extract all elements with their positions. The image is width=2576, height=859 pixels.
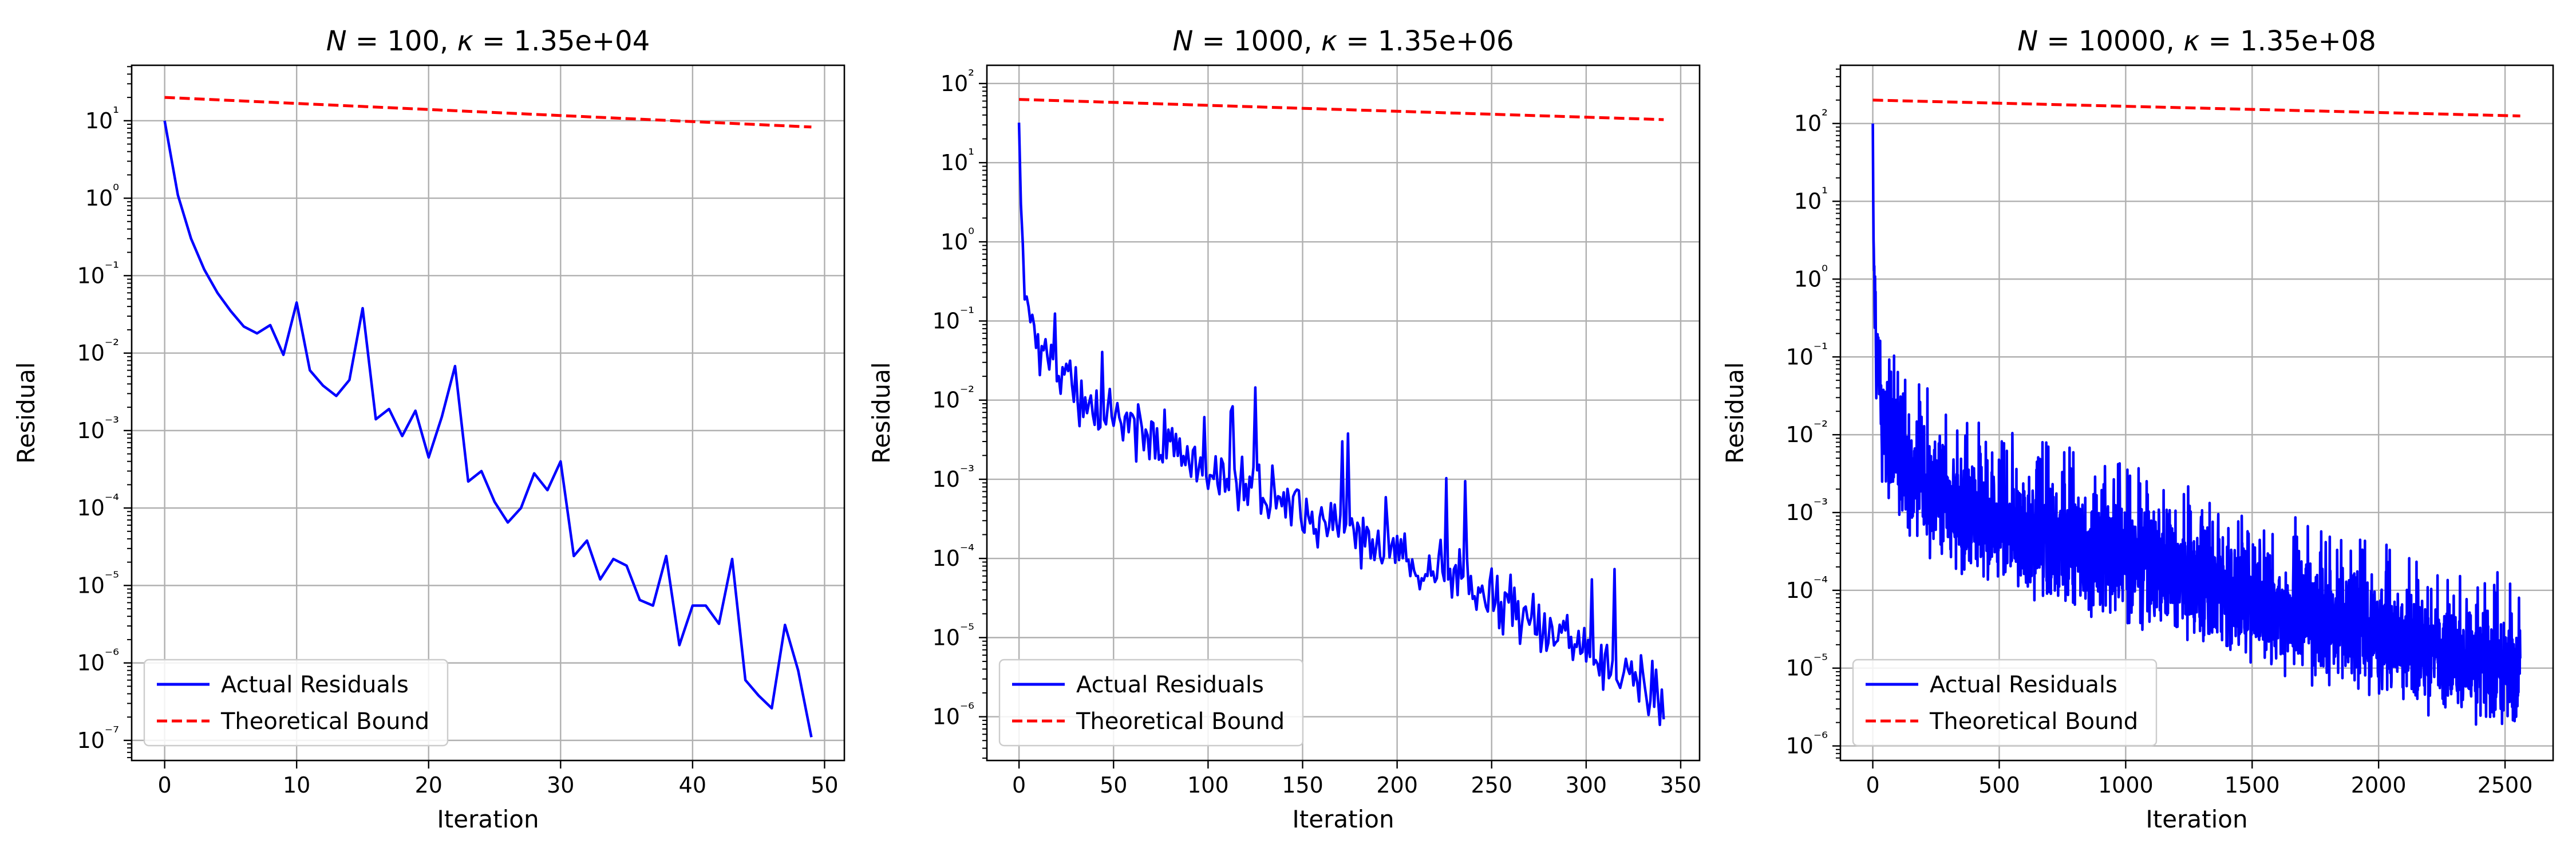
x-tick-label: 2000	[2351, 773, 2407, 798]
legend-frame	[143, 659, 449, 747]
y-tick-label: 10¹	[941, 146, 974, 175]
y-tick-label: 10²	[1794, 107, 1828, 136]
x-tick-label: 40	[679, 773, 706, 798]
plot-area	[1017, 98, 1665, 727]
series-theoretical-bound	[1872, 98, 2520, 117]
x-tick-label: 0	[158, 773, 172, 798]
x-axis-label: Iteration	[1292, 805, 1394, 833]
y-tick-label: 10⁻²	[933, 384, 974, 413]
y-tick-label: 10⁻⁴	[1786, 574, 1828, 603]
y-tick-label: 10⁻⁵	[1786, 652, 1828, 681]
legend-label: Theoretical Bound	[1076, 708, 1285, 735]
y-tick-label: 10⁻¹	[933, 305, 974, 334]
chart-panel-1: 0 10 20 30 40 50 10⁻⁷ 10⁻⁶ 10⁻⁵ 10⁻⁴ 10⁻³ 10⁻² 10⁻¹ 1…	[12, 25, 846, 833]
y-tick-label: 10²	[941, 67, 974, 96]
series-theoretical-bound	[164, 96, 812, 129]
legend: Actual Residuals Theoretical Bound	[143, 659, 449, 747]
axes-frame	[1839, 64, 2554, 762]
y-axis-label: Residual	[867, 362, 895, 463]
plot-area	[163, 96, 813, 738]
y-tick-label: 10⁻⁶	[1786, 730, 1828, 759]
series-actual-residuals	[1017, 123, 1665, 727]
chart-panel-3: 0 500 1000 1500 2000 2500 10⁻⁶ 10⁻⁵ 10⁻⁴ 10⁻³ 10⁻²…	[1721, 25, 2554, 833]
y-tick-label: 10⁻⁴	[933, 542, 974, 571]
x-axis-label: Iteration	[2146, 805, 2247, 833]
y-tick-label: 10⁻¹	[1786, 340, 1828, 369]
axes-frame	[131, 64, 846, 762]
series-theoretical-bound	[1019, 98, 1664, 121]
y-tick-label: 10⁻³	[1786, 496, 1828, 525]
legend-label: Theoretical Bound	[220, 708, 429, 735]
legend-label: Actual Residuals	[1076, 672, 1264, 698]
x-tick-label: 1000	[2098, 773, 2154, 798]
x-tick-label: 250	[1471, 773, 1512, 798]
x-tick-label: 150	[1282, 773, 1323, 798]
y-tick-label: 10⁰	[1794, 262, 1828, 291]
chart-panel-2: 0 50 100 150 200 250 300 350 10⁻⁶ 10⁻⁵ 10⁻⁴ 10⁻³ 10⁻…	[867, 25, 1701, 833]
y-tick-label: 10⁻²	[77, 337, 119, 366]
y-tick-label: 10⁰	[941, 225, 974, 254]
y-tick-label: 10⁻⁶	[77, 647, 119, 676]
plot-area	[1871, 98, 2522, 726]
legend-label: Actual Residuals	[1930, 672, 2117, 698]
legend-frame	[998, 659, 1304, 747]
y-tick-label: 10⁻³	[933, 463, 974, 492]
y-tick-label: 10⁻⁴	[77, 491, 119, 521]
x-tick-label: 20	[415, 773, 442, 798]
y-tick-label: 10⁻⁵	[77, 569, 119, 598]
x-tick-label: 200	[1376, 773, 1418, 798]
chart-title: N = 100, κ = 1.35e+04	[326, 25, 650, 57]
x-axis-label: Iteration	[437, 805, 539, 833]
x-tick-label: 300	[1566, 773, 1607, 798]
x-tick-label: 50	[811, 773, 838, 798]
y-tick-label: 10⁻²	[1786, 418, 1828, 447]
y-tick-label: 10⁻⁶	[933, 700, 974, 730]
x-tick-label: 0	[1866, 773, 1879, 798]
legend: Actual Residuals Theoretical Bound	[1852, 659, 2158, 747]
x-tick-label: 2500	[2478, 773, 2533, 798]
x-tick-label: 500	[1978, 773, 2020, 798]
y-axis-label: Residual	[12, 362, 40, 463]
x-tick-label: 350	[1660, 773, 1702, 798]
series-actual-residuals	[163, 120, 813, 738]
x-tick-label: 30	[547, 773, 574, 798]
x-tick-label: 1500	[2225, 773, 2280, 798]
chart-title: N = 10000, κ = 1.35e+08	[2017, 25, 2376, 57]
y-tick-label: 10⁻⁷	[77, 724, 119, 753]
y-axis-label: Residual	[1721, 362, 1749, 463]
series-actual-residuals	[1871, 123, 2522, 726]
y-tick-label: 10¹	[85, 104, 119, 133]
x-tick-label: 50	[1100, 773, 1127, 798]
x-tick-label: 10	[283, 773, 310, 798]
y-tick-label: 10⁰	[85, 182, 119, 211]
legend-label: Theoretical Bound	[1929, 708, 2138, 735]
y-tick-label: 10¹	[1794, 185, 1828, 214]
y-tick-label: 10⁻³	[77, 414, 119, 443]
x-tick-label: 0	[1012, 773, 1026, 798]
chart-title: N = 1000, κ = 1.35e+06	[1172, 25, 1514, 57]
y-tick-label: 10⁻⁵	[933, 621, 974, 650]
legend-label: Actual Residuals	[221, 672, 409, 698]
x-tick-label: 100	[1187, 773, 1229, 798]
axes-frame	[986, 64, 1701, 762]
legend-frame	[1852, 659, 2158, 747]
legend: Actual Residuals Theoretical Bound	[998, 659, 1304, 747]
y-tick-label: 10⁻¹	[77, 259, 119, 288]
